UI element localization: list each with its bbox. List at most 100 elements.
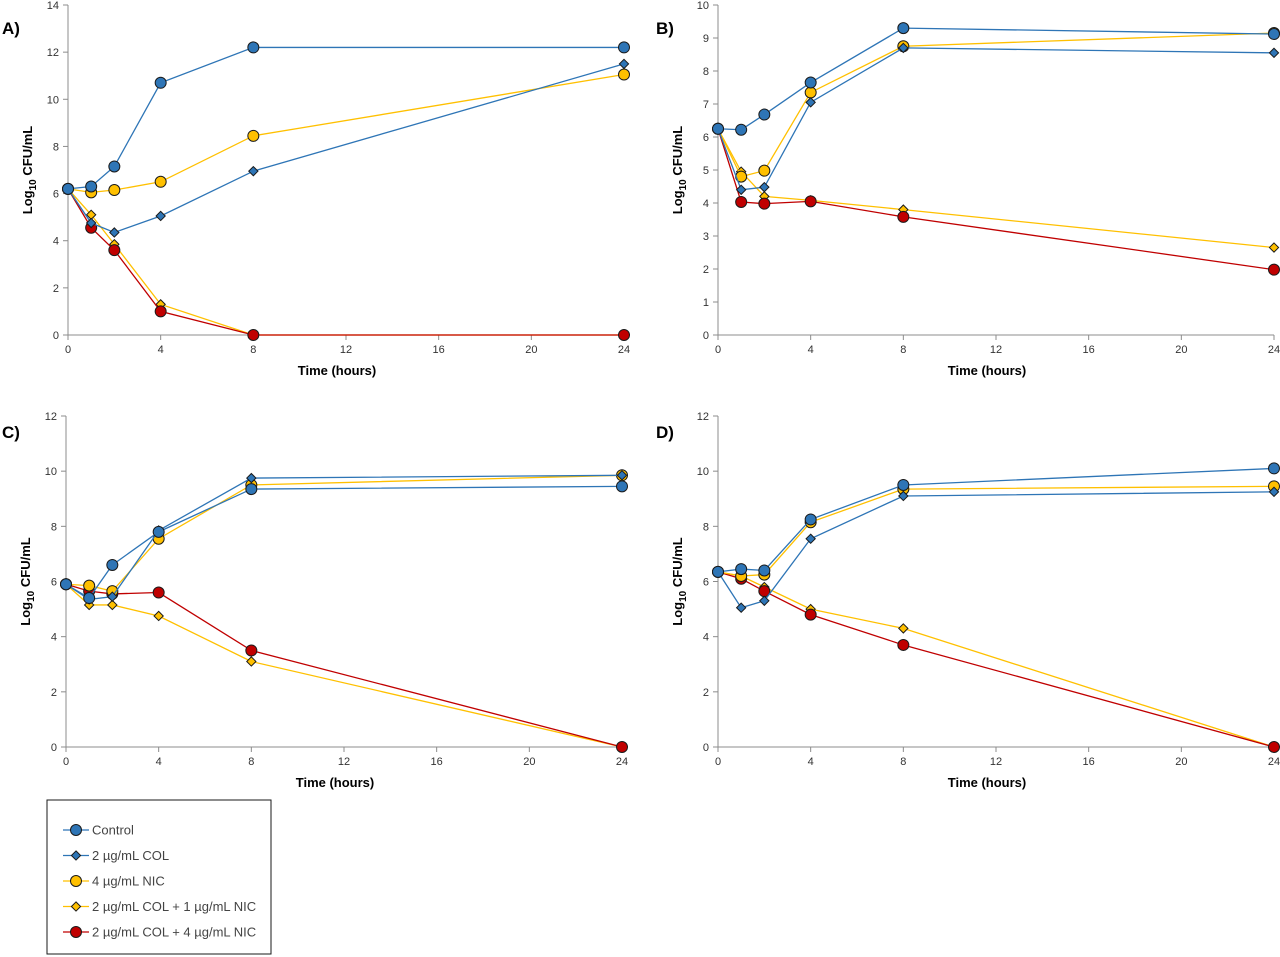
data-point <box>85 180 98 193</box>
series-3 <box>712 566 1280 753</box>
y-tick-label: 10 <box>697 466 709 478</box>
x-tick-label: 4 <box>808 344 814 356</box>
data-point <box>898 623 909 634</box>
y-tick-label: 2 <box>53 283 59 295</box>
x-tick-label: 16 <box>1083 344 1095 356</box>
legend-item: 4 µg/mL NIC <box>63 874 165 889</box>
series-line <box>65 474 623 592</box>
y-tick-label: 3 <box>703 231 709 243</box>
legend-item: 2 µg/mL COL + 1 µg/mL NIC <box>63 899 256 914</box>
y-tick-label: 6 <box>53 189 59 201</box>
y-tick-label: 8 <box>51 521 57 533</box>
data-point <box>616 480 628 493</box>
legend-item: Control <box>63 823 134 838</box>
x-tick-label: 16 <box>433 344 445 356</box>
data-point <box>618 68 630 81</box>
data-point <box>245 644 258 657</box>
y-tick-label: 5 <box>703 165 709 177</box>
series-1 <box>62 58 630 238</box>
data-point <box>735 184 747 196</box>
data-point <box>1268 462 1280 475</box>
x-tick-label: 16 <box>1083 756 1095 768</box>
data-point <box>897 478 910 491</box>
data-point <box>247 41 260 54</box>
y-tick-label: 2 <box>51 687 57 699</box>
series-line <box>67 188 624 336</box>
data-point <box>897 22 910 35</box>
legend: Control 2 µg/mL COL 4 µg/mL NIC 2 µg/mL COL… <box>46 799 272 955</box>
data-point <box>155 210 166 222</box>
legend-label: 2 µg/mL COL + 4 µg/mL NIC <box>92 925 256 940</box>
y-tick-label: 8 <box>53 141 59 153</box>
y-tick-label: 4 <box>703 198 709 210</box>
legend-item: 2 µg/mL COL <box>63 848 169 863</box>
data-point <box>246 472 257 484</box>
series-0 <box>712 462 1280 578</box>
y-tick-label: 0 <box>703 742 709 754</box>
legend-item: 2 µg/mL COL + 4 µg/mL NIC <box>63 925 256 940</box>
data-point <box>712 122 724 135</box>
series-line <box>67 46 624 190</box>
data-point <box>758 164 771 177</box>
data-point <box>897 210 910 223</box>
series-line <box>717 485 1275 577</box>
legend-label: 2 µg/mL COL <box>92 848 169 863</box>
y-tick-label: 0 <box>51 742 57 754</box>
data-point <box>735 602 747 614</box>
legend-marker <box>70 926 82 938</box>
data-point <box>1268 242 1280 253</box>
data-point <box>758 108 771 121</box>
series-2 <box>712 480 1280 582</box>
data-point <box>804 195 817 208</box>
y-tick-label: 6 <box>703 132 709 144</box>
legend-label: 4 µg/mL NIC <box>92 874 165 889</box>
panel-label: A) <box>2 19 20 38</box>
data-point <box>1268 486 1280 498</box>
series-line <box>717 571 1275 748</box>
data-point <box>83 579 96 592</box>
series-0 <box>60 480 628 605</box>
data-point <box>804 608 817 621</box>
y-tick-label: 6 <box>51 577 57 589</box>
legend-box <box>46 799 272 955</box>
data-point <box>247 329 260 341</box>
series-line <box>65 485 623 599</box>
y-tick-label: 1 <box>703 297 709 309</box>
x-tick-label: 0 <box>715 344 721 356</box>
series-1 <box>712 486 1280 614</box>
data-point <box>107 599 118 611</box>
series-line <box>717 128 1275 249</box>
data-point <box>108 184 121 197</box>
data-point <box>154 305 167 318</box>
x-tick-label: 8 <box>900 756 906 768</box>
x-tick-label: 20 <box>523 756 535 768</box>
data-point <box>712 565 724 578</box>
series-3 <box>62 183 630 341</box>
x-tick-label: 24 <box>1268 756 1280 768</box>
data-point <box>616 469 628 481</box>
x-axis-title: Time (hours) <box>948 775 1027 790</box>
y-tick-label: 10 <box>45 466 57 478</box>
y-axis-title: Log10 CFU/mL <box>20 126 39 214</box>
data-point <box>152 525 165 538</box>
x-tick-label: 20 <box>1175 756 1187 768</box>
x-axis-title: Time (hours) <box>296 775 375 790</box>
series-line <box>717 32 1275 178</box>
series-line <box>65 474 623 601</box>
data-point <box>245 483 258 496</box>
x-tick-label: 0 <box>63 756 69 768</box>
data-point <box>1268 28 1280 41</box>
y-tick-label: 0 <box>53 330 59 342</box>
series-2 <box>62 68 630 199</box>
series-line <box>67 188 624 336</box>
data-point <box>898 42 909 54</box>
panel-label: B) <box>656 19 674 38</box>
y-tick-label: 2 <box>703 264 709 276</box>
series-4 <box>60 578 628 753</box>
series-4 <box>62 182 630 341</box>
x-tick-label: 20 <box>525 344 537 356</box>
